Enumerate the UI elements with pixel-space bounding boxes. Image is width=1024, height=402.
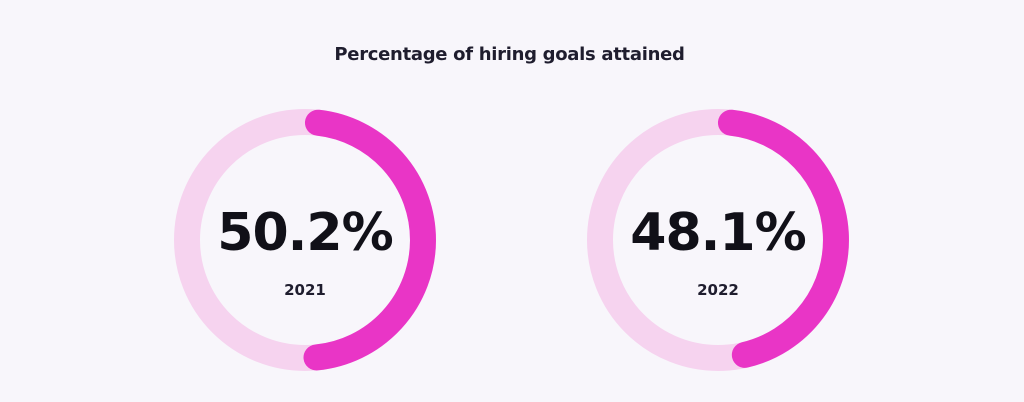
donut-value-2022: 48.1% — [630, 203, 806, 263]
donut-label-2022: 2022 — [697, 281, 739, 299]
donut-arc-2021 — [303, 109, 436, 371]
donut-chart-2021: 50.2% 2021 — [174, 109, 436, 371]
donut-svg — [587, 109, 849, 371]
donut-label-2021: 2021 — [284, 281, 326, 299]
chart-title: Percentage of hiring goals attained — [334, 44, 685, 65]
donut-svg — [174, 109, 436, 371]
donut-chart-2022: 48.1% 2022 — [587, 109, 849, 371]
donut-value-2021: 50.2% — [217, 203, 393, 263]
donut-arc-2022 — [717, 109, 849, 368]
